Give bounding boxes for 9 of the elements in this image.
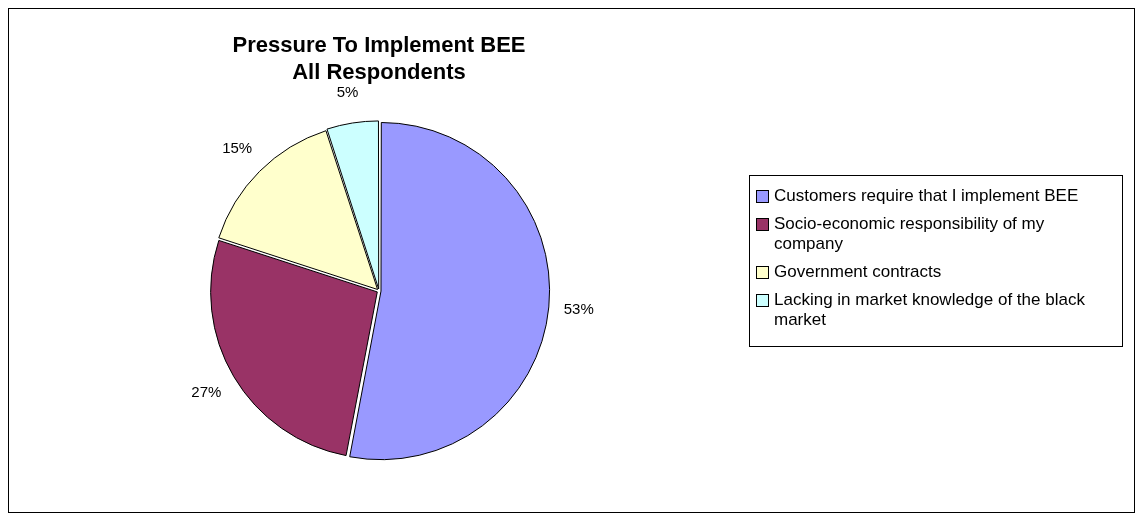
legend-label: Customers require that I implement BEE — [774, 185, 1079, 206]
legend-label: Socio-economic responsibility of my company — [774, 213, 1046, 254]
chart-title: Pressure To Implement BEE All Respondents — [232, 32, 526, 84]
data-label: 27% — [191, 383, 222, 401]
legend-label: Government contracts — [774, 261, 942, 282]
data-label: 15% — [222, 139, 253, 157]
legend-label: Lacking in market knowledge of the black market — [774, 289, 1086, 330]
data-label: 5% — [336, 82, 359, 100]
data-label: 53% — [563, 299, 594, 317]
